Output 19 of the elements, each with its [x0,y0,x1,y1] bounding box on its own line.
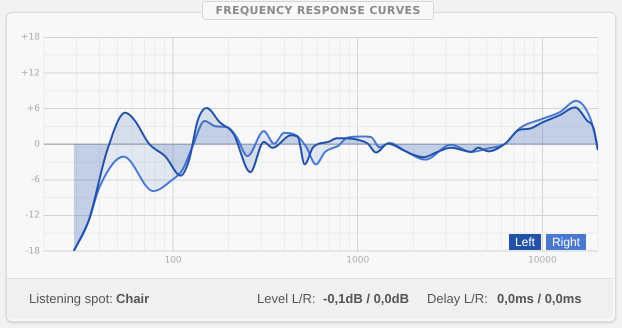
text: 0,0ms / 0,0ms [497,291,582,306]
y-tick-label: +6 [26,104,40,114]
y-tick-label: -6 [31,175,40,186]
x-tick-label: 100 [164,256,182,266]
chart-title: FREQUENCY RESPONSE CURVES [202,1,434,20]
text: Right [546,234,586,250]
y-tick-label: -18 [25,246,40,256]
x-tick-label: 10000 [528,256,557,266]
x-tick-label: 1000 [346,256,370,266]
y-tick-label: 0 [34,140,40,150]
text: Left [508,234,541,250]
y-tick-label: +12 [21,68,40,78]
text: Delay L/R: [427,291,488,306]
y-tick-label: +18 [21,32,40,43]
text: Level L/R: [257,291,316,306]
y-tick-label: -12 [25,210,40,221]
text: Chair [116,291,150,306]
text: Listening spot: [29,291,113,306]
text: -0,1dB / 0,0dB [323,291,409,306]
